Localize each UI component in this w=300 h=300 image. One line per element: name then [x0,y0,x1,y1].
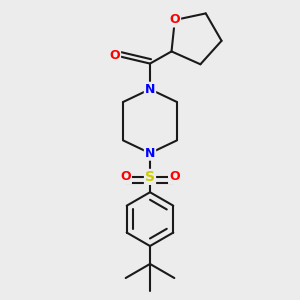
Text: N: N [145,147,155,160]
Text: O: O [169,14,180,26]
Text: O: O [120,170,131,183]
Text: N: N [145,83,155,96]
Text: O: O [169,170,180,183]
Text: S: S [145,170,155,184]
Text: O: O [110,49,120,62]
